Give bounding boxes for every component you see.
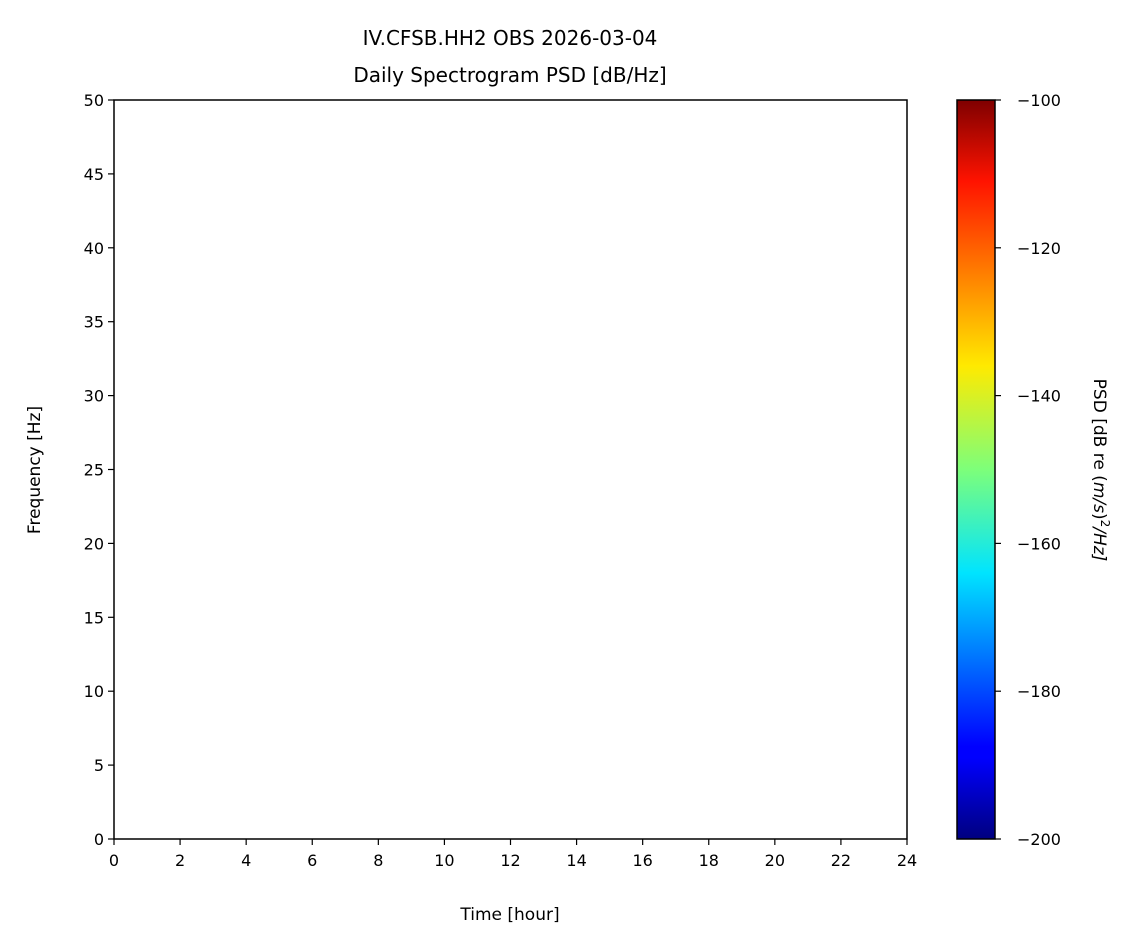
y-tick-label: 35: [84, 313, 104, 332]
x-tick-label: 10: [434, 851, 454, 870]
y-tick-label: 10: [84, 682, 104, 701]
y-axis-label: Frequency [Hz]: [25, 406, 45, 534]
x-tick-label: 2: [175, 851, 185, 870]
x-tick-label: 14: [566, 851, 586, 870]
colorbar-axis: −200 −180 −160 −140 −120 −100: [995, 91, 1061, 849]
y-tick-label: 50: [84, 91, 104, 110]
y-tick-label: 15: [84, 608, 104, 627]
colorbar-tick-label: −180: [1017, 682, 1061, 701]
colorbar-tick-label: −140: [1017, 387, 1061, 406]
x-tick-label: 8: [373, 851, 383, 870]
x-tick-label: 0: [109, 851, 119, 870]
y-axis: 0 5 10 15 20 25 30 35 40 45 50: [84, 91, 114, 849]
x-tick-label: 20: [765, 851, 785, 870]
y-tick-label: 20: [84, 534, 104, 553]
y-tick-label: 40: [84, 239, 104, 258]
x-tick-label: 24: [897, 851, 917, 870]
x-tick-label: 4: [241, 851, 251, 870]
y-tick-label: 25: [84, 461, 104, 480]
x-tick-label: 6: [307, 851, 317, 870]
colorbar-tick-label: −200: [1017, 830, 1061, 849]
colorbar-tick-label: −160: [1017, 534, 1061, 553]
plot-area: [113, 99, 908, 840]
colorbar-tick-label: −100: [1017, 91, 1061, 110]
x-tick-label: 16: [632, 851, 652, 870]
x-axis-label: Time [hour]: [459, 905, 559, 925]
chart-title: IV.CFSB.HH2 OBS 2026-03-04: [363, 26, 658, 50]
x-axis: 0 2 4 6 8 10 12 14 16 18 20 22 24: [109, 839, 917, 870]
colorbar-label: PSD [dB re (m/s)2/Hz]: [1089, 379, 1112, 562]
x-tick-label: 22: [831, 851, 851, 870]
y-tick-label: 0: [94, 830, 104, 849]
x-tick-label: 12: [500, 851, 520, 870]
y-tick-label: 45: [84, 165, 104, 184]
colorbar-tick-label: −120: [1017, 239, 1061, 258]
x-tick-label: 18: [699, 851, 719, 870]
colorbar: [956, 99, 996, 840]
chart-subtitle: Daily Spectrogram PSD [dB/Hz]: [353, 63, 666, 87]
y-tick-label: 30: [84, 387, 104, 406]
y-tick-label: 5: [94, 756, 104, 775]
